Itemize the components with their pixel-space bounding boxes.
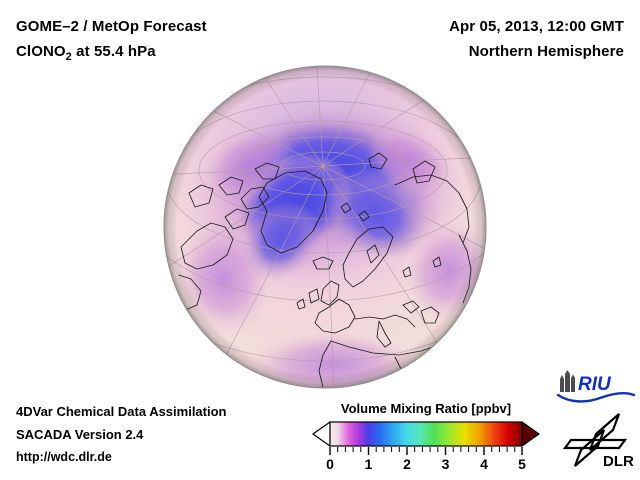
dlr-mark-icon xyxy=(563,413,628,467)
footer-left-block: 4DVar Chemical Data Assimilation SACADA … xyxy=(16,400,316,469)
colorbar-tick-labels: 0 1 2 3 4 5 xyxy=(326,456,526,472)
species-subscript: 2 xyxy=(65,51,72,63)
colorbar-tick-label: 0 xyxy=(326,456,334,472)
colorbar: Volume Mixing Ratio [ppbv] xyxy=(310,400,542,473)
riu-logo-svg: RIU xyxy=(556,370,636,403)
header-right-block: Apr 05, 2013, 12:00 GMT Northern Hemisph… xyxy=(324,14,624,64)
species-name: ClONO xyxy=(16,43,66,60)
method-label: 4DVar Chemical Data Assimilation xyxy=(16,404,227,419)
version-label: SACADA Version 2.4 xyxy=(16,427,144,442)
colorbar-tick-label: 2 xyxy=(403,456,411,472)
header-left-block: GOME–2 / MetOp Forecast ClONO2 at 55.4 h… xyxy=(16,14,346,64)
colorbar-right-cap-icon xyxy=(521,421,540,447)
riu-tower-icon xyxy=(560,370,575,392)
riu-logo: RIU xyxy=(556,370,636,408)
riu-wave-icon xyxy=(556,392,636,403)
colorbar-tick-label: 3 xyxy=(442,456,450,472)
colorbar-minor-ticks xyxy=(337,447,516,452)
riu-wordmark: RIU xyxy=(578,374,612,395)
dlr-logo-svg: DLR xyxy=(563,413,634,470)
globe-svg xyxy=(163,65,487,389)
colorbar-title: Volume Mixing Ratio [ppbv] xyxy=(340,401,512,416)
colorbar-major-ticks xyxy=(329,447,523,455)
colorbar-gradient xyxy=(329,421,523,447)
colorbar-tick-label: 4 xyxy=(480,456,488,472)
dlr-wordmark: DLR xyxy=(603,453,634,470)
dlr-logo: DLR xyxy=(563,410,637,472)
colorbar-svg: 0 1 2 3 4 5 xyxy=(312,421,540,472)
globe-map xyxy=(163,65,487,389)
species-altitude-title: ClONO2 at 55.4 hPa xyxy=(16,39,346,64)
globe-limb-outline xyxy=(163,65,487,389)
instrument-title: GOME–2 / MetOp Forecast xyxy=(16,18,207,35)
colorbar-tick-label: 1 xyxy=(365,456,373,472)
colorbar-left-cap-icon xyxy=(312,421,331,447)
region-label: Northern Hemisphere xyxy=(468,43,624,60)
altitude-level: at 55.4 hPa xyxy=(71,43,156,60)
limb-shading xyxy=(164,66,486,388)
forecast-datetime: Apr 05, 2013, 12:00 GMT xyxy=(449,18,624,35)
colorbar-tick-label: 5 xyxy=(518,456,526,472)
source-url[interactable]: http://wdc.dlr.de xyxy=(16,450,112,464)
